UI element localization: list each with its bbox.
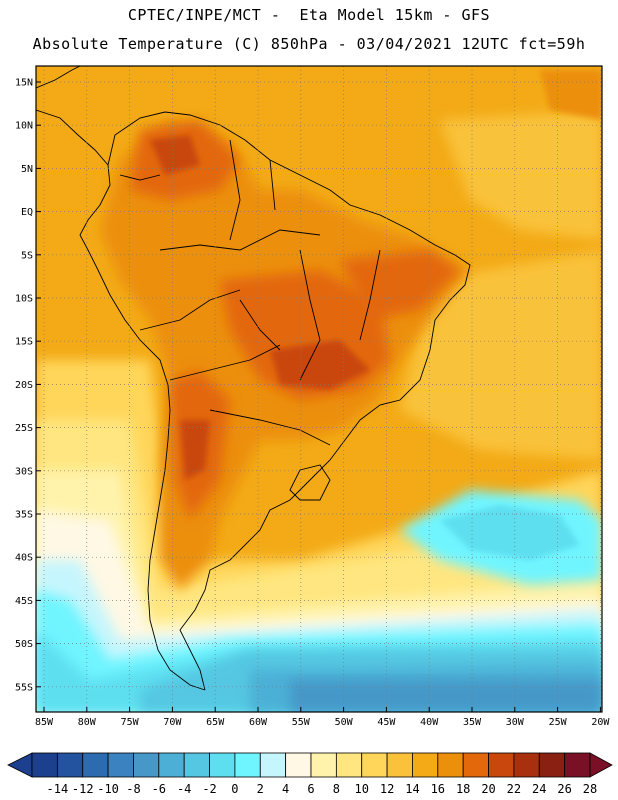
colorbar-arrow-right: [589, 752, 613, 778]
lat-label: 45S: [15, 596, 33, 607]
colorbar-swatch: [437, 752, 464, 778]
lon-label: 20W: [591, 717, 610, 728]
temperature-field: [36, 66, 602, 712]
lat-label: 5N: [21, 164, 33, 175]
lon-label: 55W: [292, 717, 311, 728]
colorbar-swatch: [386, 752, 413, 778]
colorbar-swatch: [513, 752, 540, 778]
lat-label: 10S: [15, 294, 33, 305]
colorbar-swatch: [133, 752, 160, 778]
lat-label: 5S: [21, 250, 33, 261]
colorbar-swatch: [209, 752, 236, 778]
lon-label: 45W: [377, 717, 396, 728]
colorbar-label: 16: [431, 782, 445, 796]
colorbar-swatch: [335, 752, 363, 778]
colorbar-swatch: [412, 752, 439, 778]
lon-label: 40W: [420, 717, 439, 728]
lat-label: 10N: [15, 121, 33, 132]
colorbar-label: 18: [456, 782, 470, 796]
lon-label: 35W: [463, 717, 482, 728]
colorbar-label: 22: [507, 782, 521, 796]
colorbar-arrow-left: [7, 752, 33, 778]
colorbar-label: -2: [202, 782, 216, 796]
colorbar-swatch: [310, 752, 337, 778]
colorbar-label: 26: [557, 782, 571, 796]
colorbar: -14 -12 -10 -8 -6 -4 -2 0 2 4 6 8 10 12 14 16 18 20 22 24 26…: [7, 752, 613, 796]
colorbar-swatch: [56, 752, 84, 778]
colorbar-label: 0: [231, 782, 238, 796]
colorbar-swatch: [234, 752, 261, 778]
colorbar-label: -4: [177, 782, 191, 796]
lon-label: 70W: [163, 717, 182, 728]
latitude-labels: 15N 10N 5N EQ 5S 10S 15S 20S 25S 30S 35S 40S 45S 50S 5…: [15, 78, 41, 693]
map-title-line1: CPTEC/INPE/MCT - Eta Model 15km - GFS: [127, 6, 491, 24]
colorbar-label: 6: [307, 782, 314, 796]
longitude-labels: 85W 80W 75W 70W 65W 60W 55W 50W 45W 40W 35W 30W 25W 2…: [35, 707, 610, 728]
colorbar-label: 14: [405, 782, 419, 796]
map-title-line2: Absolute Temperature (C) 850hPa - 03/04/…: [32, 35, 586, 53]
colorbar-label: -8: [126, 782, 140, 796]
lat-label: 15S: [15, 337, 33, 348]
colorbar-swatch: [259, 752, 287, 778]
lat-label: 35S: [15, 510, 33, 521]
lat-label: 20S: [15, 380, 33, 391]
colorbar-label: -12: [72, 782, 94, 796]
colorbar-swatch: [361, 752, 388, 778]
colorbar-label: 10: [355, 782, 369, 796]
colorbar-label: -14: [47, 782, 69, 796]
colorbar-label: 20: [481, 782, 495, 796]
colorbar-label: 2: [257, 782, 264, 796]
colorbar-swatch: [285, 752, 312, 778]
coastlines: [36, 66, 471, 691]
colorbar-swatch: [183, 752, 210, 778]
colorbar-swatch: [564, 752, 591, 778]
lon-label: 50W: [335, 717, 354, 728]
lat-label: 30S: [15, 466, 33, 477]
colorbar-label: 24: [532, 782, 546, 796]
colorbar-swatch: [82, 752, 109, 778]
lat-label: 25S: [15, 423, 33, 434]
lat-label: EQ: [21, 207, 33, 218]
colorbar-swatch: [462, 752, 489, 778]
colorbar-swatch: [538, 752, 566, 778]
colorbar-label: 4: [282, 782, 289, 796]
colorbar-label: -6: [152, 782, 166, 796]
lon-label: 75W: [121, 717, 140, 728]
lon-label: 80W: [78, 717, 97, 728]
colorbar-swatch: [158, 752, 185, 778]
map-frame: [35, 65, 603, 713]
lon-label: 30W: [506, 717, 525, 728]
colorbar-swatch: [488, 752, 515, 778]
lon-label: 85W: [35, 717, 54, 728]
lat-label: 50S: [15, 639, 33, 650]
lon-label: 25W: [549, 717, 568, 728]
colorbar-label: 8: [333, 782, 340, 796]
lat-label: 55S: [15, 682, 33, 693]
colorbar-label: 12: [380, 782, 394, 796]
lon-label: 65W: [206, 717, 225, 728]
colorbar-swatch: [31, 752, 58, 778]
lon-label: 60W: [249, 717, 268, 728]
lat-label: 40S: [15, 553, 33, 564]
colorbar-label: 28: [583, 782, 597, 796]
colorbar-swatch: [107, 752, 134, 778]
lat-label: 15N: [15, 78, 33, 89]
colorbar-label: -10: [97, 782, 119, 796]
